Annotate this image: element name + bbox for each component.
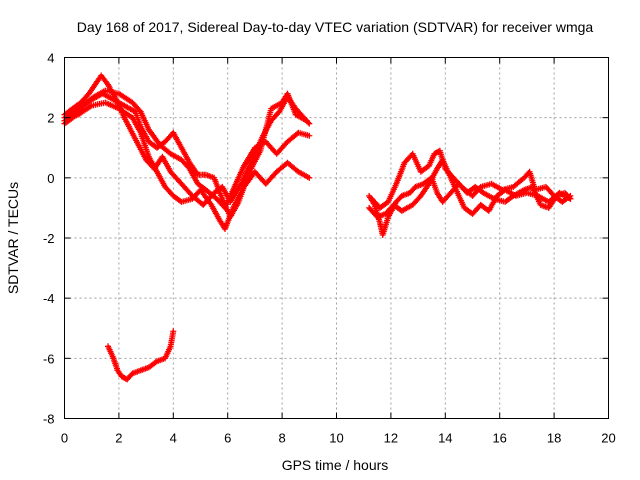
x-tick-label: 4 (170, 431, 177, 446)
x-tick-label: 18 (547, 431, 561, 446)
x-tick-label: 2 (115, 431, 122, 446)
x-tick-label: 20 (601, 431, 615, 446)
series-track-8 (366, 156, 574, 220)
series-markers (105, 328, 177, 383)
x-tick-label: 0 (61, 431, 68, 446)
y-tick-label: 2 (47, 111, 54, 126)
x-axis-label: GPS time / hours (282, 457, 389, 473)
y-tick-label: 0 (47, 171, 54, 186)
plot-area (61, 72, 574, 383)
axis-ticks: 0 2 4 6 8 10 12 14 16 18 20 -8 -6 -4 -2 0 2 4 (43, 51, 616, 446)
x-tick-label: 8 (278, 431, 285, 446)
x-tick-label: 16 (492, 431, 506, 446)
y-tick-label: -6 (43, 351, 55, 366)
grid (64, 57, 609, 419)
y-tick-label: 4 (47, 51, 54, 66)
y-tick-label: -4 (43, 291, 55, 306)
series-markers (366, 156, 574, 220)
chart-title: Day 168 of 2017, Sidereal Day-to-day VTE… (77, 19, 594, 35)
x-tick-label: 12 (384, 431, 398, 446)
x-tick-label: 6 (224, 431, 231, 446)
y-tick-label: -2 (43, 231, 55, 246)
y-tick-label: -8 (43, 412, 55, 427)
x-tick-label: 10 (329, 431, 343, 446)
y-axis-label: SDTVAR / TECUs (5, 182, 21, 294)
x-tick-label: 14 (438, 431, 452, 446)
series-track-5 (105, 328, 177, 383)
